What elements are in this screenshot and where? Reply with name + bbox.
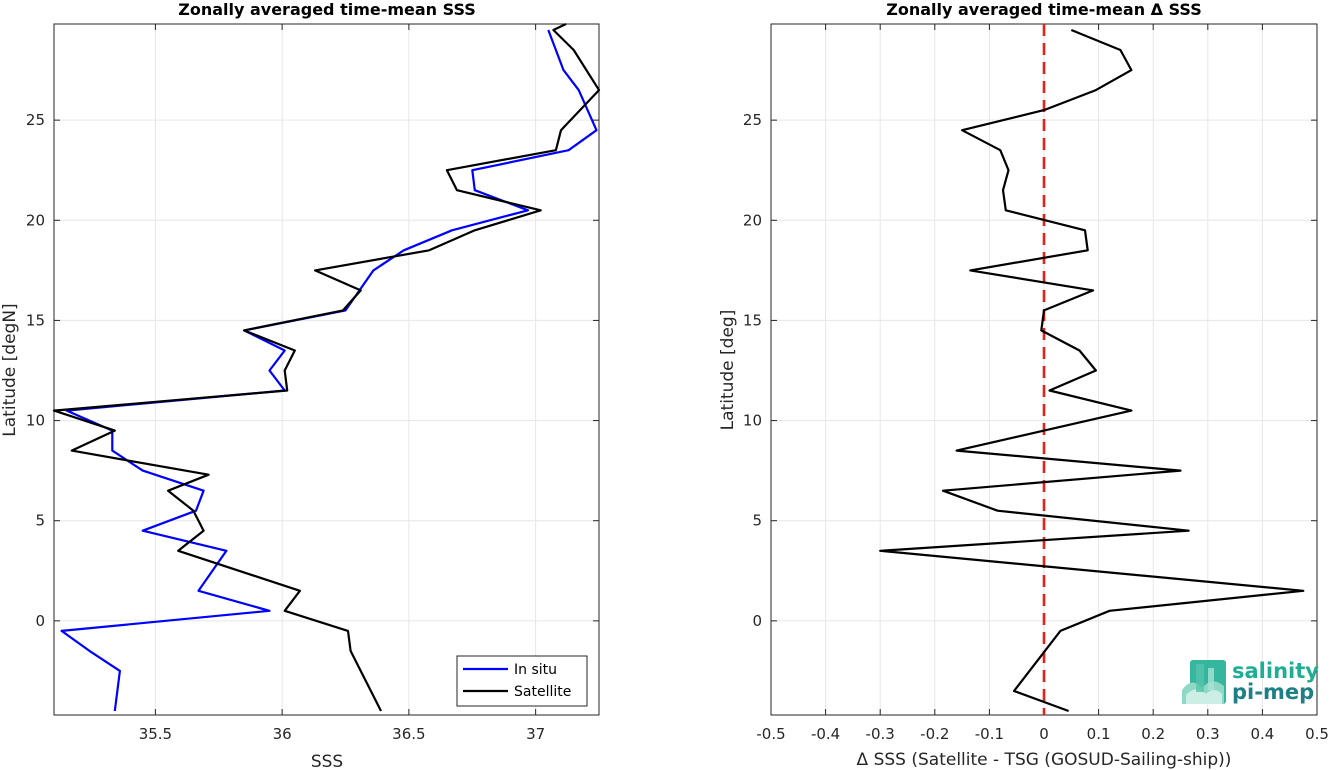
sss-series-line-satellite: [52, 23, 601, 712]
delta-sss-chart: -0.5 -0.4 -0.3 -0.2 -0.1 0 0.1 0.2 0.3 0.4 0.5 0 5 10…: [718, 0, 1329, 770]
delta-sss-ytick-label: 15: [743, 311, 762, 329]
sss-ytick-label: 20: [26, 211, 45, 229]
delta-sss-xtick-label: 0.5: [1305, 725, 1329, 743]
sss-ytick-label: 25: [26, 111, 45, 129]
sss-chart-series: [52, 23, 601, 712]
sss-chart-ylabel: Latitude [degN]: [0, 303, 20, 436]
sss-chart-title: Zonally averaged time-mean SSS: [178, 0, 476, 19]
delta-sss-xtick-label: 0.3: [1196, 725, 1220, 743]
logo-text-salinity: salinity: [1232, 659, 1319, 683]
sss-xtick-label: 37: [526, 725, 545, 743]
delta-sss-xtick-label: 0.1: [1087, 725, 1111, 743]
sss-xtick-label: 35.5: [139, 725, 172, 743]
sss-series-line-in-situ: [60, 29, 598, 712]
sss-chart-axes-box: [53, 23, 600, 716]
delta-sss-xtick-label: -0.4: [811, 725, 840, 743]
sss-chart-grid: [54, 24, 599, 715]
delta-sss-ytick-label: 10: [743, 412, 762, 430]
delta-sss-series-line-delta: [879, 28, 1305, 713]
delta-sss-chart-series: [879, 28, 1305, 713]
delta-sss-xtick-label: -0.5: [756, 725, 785, 743]
delta-sss-ytick-label: 25: [743, 111, 762, 129]
sss-ytick-label: 5: [35, 512, 45, 530]
legend-label-in-situ: In situ: [514, 662, 557, 678]
delta-sss-xtick-label: -0.2: [920, 725, 949, 743]
delta-sss-chart-xlabel: Δ SSS (Satellite - TSG (GOSUD-Sailing-sh…: [857, 750, 1232, 770]
sss-ytick-label: 10: [26, 412, 45, 430]
delta-sss-ytick-label: 5: [752, 512, 762, 530]
sss-ytick-label: 0: [35, 612, 45, 630]
sss-chart-xlabel: SSS: [311, 752, 343, 770]
sss-chart-legend: In situ Satellite: [456, 655, 588, 707]
salinity-pi-mep-logo: salinity pi-mep: [1182, 659, 1319, 704]
delta-sss-xtick-label: -0.3: [866, 725, 895, 743]
logo-text-pi-mep: pi-mep: [1232, 680, 1314, 704]
delta-sss-ytick-label: 0: [752, 612, 762, 630]
delta-sss-chart-ticks: -0.5 -0.4 -0.3 -0.2 -0.1 0 0.1 0.2 0.3 0.4 0.5 0 5 10…: [743, 24, 1329, 743]
delta-sss-xtick-label: 0: [1039, 725, 1049, 743]
delta-sss-xtick-label: 0.4: [1250, 725, 1274, 743]
delta-sss-ytick-label: 20: [743, 211, 762, 229]
delta-sss-chart-title: Zonally averaged time-mean Δ SSS: [886, 0, 1202, 19]
delta-sss-xtick-label: 0.2: [1141, 725, 1165, 743]
delta-sss-chart-ylabel: Latitude [deg]: [718, 310, 738, 431]
sss-chart: 35.5 36 36.5 37 0 5 10 15 20 25 Zonally averaged …: [0, 0, 601, 770]
legend-box: [456, 655, 588, 707]
sss-xtick-label: 36.5: [392, 725, 425, 743]
delta-sss-xtick-label: -0.1: [975, 725, 1004, 743]
sss-chart-ticks: 35.5 36 36.5 37 0 5 10 15 20 25: [26, 24, 599, 743]
sss-xtick-label: 36: [273, 725, 292, 743]
legend-label-satellite: Satellite: [514, 684, 571, 700]
sss-ytick-label: 15: [26, 311, 45, 329]
logo-mark-icon: [1182, 660, 1226, 704]
